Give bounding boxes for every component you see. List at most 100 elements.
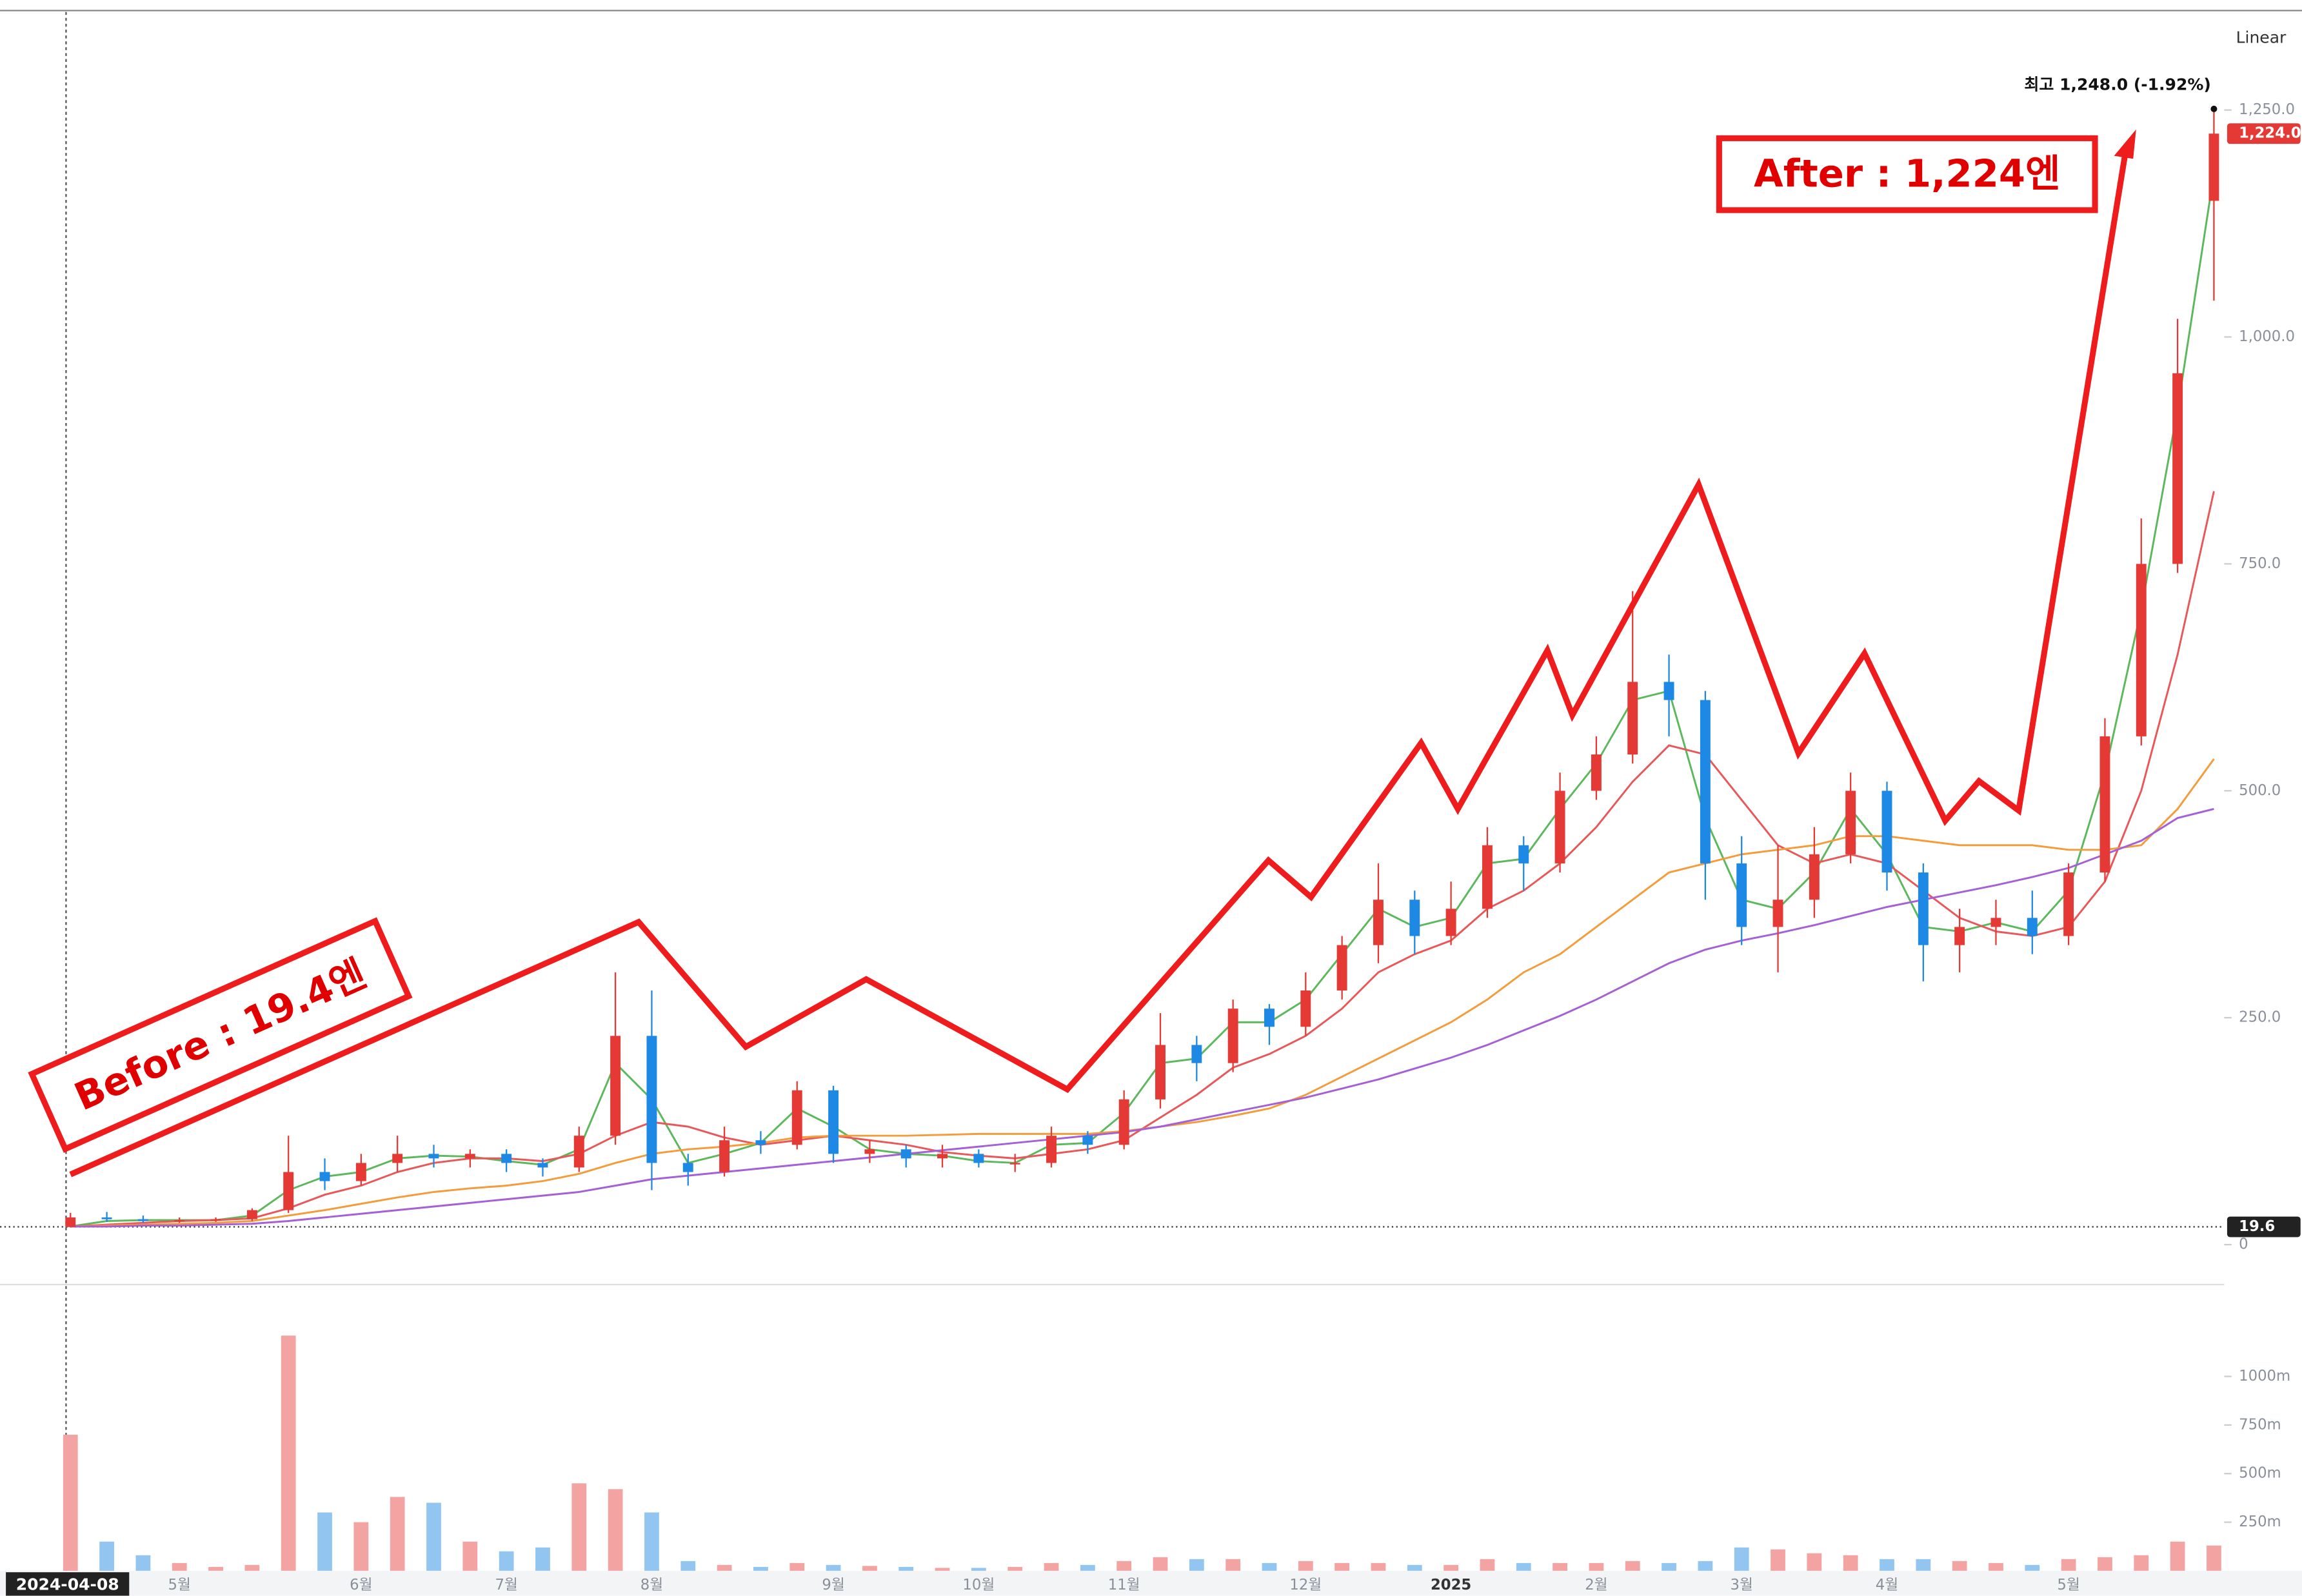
- volume-bar: [281, 1335, 296, 1571]
- candle-body: [1845, 791, 1856, 854]
- candle-body: [1736, 863, 1747, 927]
- volume-bar: [1262, 1562, 1277, 1571]
- volume-bar: [1444, 1564, 1458, 1571]
- y-tick-label: 1,000.0: [2239, 328, 2295, 345]
- volume-bar: [462, 1541, 478, 1571]
- scale-label[interactable]: Linear: [2236, 28, 2287, 47]
- candle-body: [900, 1149, 911, 1159]
- candle-body: [1772, 900, 1783, 927]
- volume-bar: [1662, 1562, 1676, 1571]
- volume-tick-label: 1000m: [2239, 1368, 2290, 1384]
- candle-body: [210, 1219, 221, 1221]
- x-tick-label: 2월: [1585, 1577, 1607, 1593]
- candle-body: [319, 1172, 330, 1181]
- volume-bar: [426, 1502, 441, 1571]
- volume-bar: [2134, 1555, 2149, 1571]
- x-tick-label: 4월: [1876, 1577, 1898, 1593]
- volume-bar: [1916, 1559, 1931, 1571]
- volume-bar: [644, 1512, 659, 1571]
- volume-bar: [1843, 1555, 1858, 1571]
- candle-body: [2063, 872, 2074, 936]
- moving-average: [70, 808, 2214, 1228]
- volume-bar: [135, 1555, 151, 1571]
- volume-bar: [1335, 1562, 1350, 1571]
- candle-body: [1009, 1163, 1020, 1165]
- candle-body: [1227, 1009, 1238, 1063]
- after-text: After : 1,224엔: [1754, 152, 2060, 196]
- volume-bar: [1952, 1561, 1967, 1571]
- candle-body: [2208, 133, 2219, 201]
- high-label: 최고 1,248.0 (-1.92%): [2024, 75, 2211, 94]
- y-tick-label: 0: [2239, 1236, 2248, 1253]
- volume-bar: [2025, 1564, 2040, 1571]
- candle-body: [246, 1210, 257, 1219]
- arrow-head: [2114, 129, 2136, 159]
- candle-body: [1373, 900, 1384, 945]
- volume-bar: [1771, 1549, 1785, 1571]
- volume-bar: [1516, 1562, 1531, 1571]
- x-tick-label: 12월: [1289, 1577, 1322, 1593]
- candle-body: [464, 1154, 475, 1159]
- candle-body: [1082, 1136, 1093, 1145]
- x-tick-label: 11월: [1108, 1577, 1140, 1593]
- x-tick-label: 3월: [1731, 1577, 1753, 1593]
- x-tick-label: 5월: [168, 1577, 191, 1593]
- volume-bar: [2061, 1559, 2076, 1571]
- volume-bar: [1480, 1559, 1495, 1571]
- candle-body: [755, 1140, 766, 1145]
- volume-bar: [1625, 1561, 1640, 1571]
- high-dot: [2210, 105, 2218, 112]
- candle-body: [1445, 909, 1456, 936]
- volume-bar: [789, 1562, 805, 1571]
- candle-body: [1518, 845, 1529, 863]
- volume-bar: [1553, 1562, 1567, 1571]
- volume-bar: [862, 1566, 877, 1571]
- candle-body: [610, 1036, 621, 1136]
- volume-bar: [353, 1522, 369, 1571]
- x-axis-strip: [0, 1570, 2302, 1596]
- candle-body: [1700, 700, 1711, 863]
- volume-bar: [390, 1497, 405, 1571]
- candle-body: [973, 1154, 984, 1163]
- y-tick-label: 750.0: [2239, 555, 2281, 572]
- candle-body: [137, 1219, 148, 1221]
- x-tick-label: 5월: [2057, 1577, 2079, 1593]
- candle-body: [1046, 1136, 1057, 1163]
- candle-body: [864, 1149, 875, 1154]
- candle-body: [174, 1220, 185, 1222]
- candle-body: [573, 1136, 584, 1168]
- candle-body: [1918, 872, 1929, 945]
- x-tick-label: 7월: [495, 1577, 517, 1593]
- candle-body: [501, 1154, 512, 1163]
- candle-body: [1155, 1045, 1166, 1099]
- candle-body: [1627, 682, 1638, 755]
- volume-tick-label: 250m: [2239, 1513, 2281, 1530]
- volume-bar: [1298, 1561, 1313, 1571]
- candle-body: [1591, 754, 1602, 791]
- volume-bar: [826, 1564, 841, 1571]
- x-tick-label: 9월: [822, 1577, 844, 1593]
- candle-body: [1809, 854, 1820, 900]
- crosshair-date: 2024-04-08: [16, 1575, 119, 1594]
- volume-bar: [680, 1561, 696, 1571]
- volume-bar: [2170, 1541, 2185, 1571]
- candle-body: [1990, 918, 2001, 927]
- candle-body: [537, 1163, 548, 1168]
- volume-bar: [499, 1551, 514, 1571]
- candle-body: [1482, 845, 1493, 909]
- candle-body: [1881, 791, 1892, 873]
- volume-bar: [317, 1512, 332, 1571]
- candle-body: [355, 1163, 366, 1181]
- candle-body: [2172, 373, 2183, 564]
- candle-body: [1554, 791, 1565, 863]
- candle-body: [646, 1036, 657, 1163]
- volume-bar: [1734, 1547, 1749, 1571]
- y-tick-label: 250.0: [2239, 1009, 2281, 1026]
- crosshair-date-box: [6, 1572, 130, 1596]
- candle-body: [719, 1140, 730, 1172]
- last-price-tag: [2227, 123, 2301, 144]
- volume-bar: [935, 1568, 950, 1571]
- before-box: [28, 917, 413, 1153]
- base-tag-label: 19.6: [2239, 1218, 2275, 1235]
